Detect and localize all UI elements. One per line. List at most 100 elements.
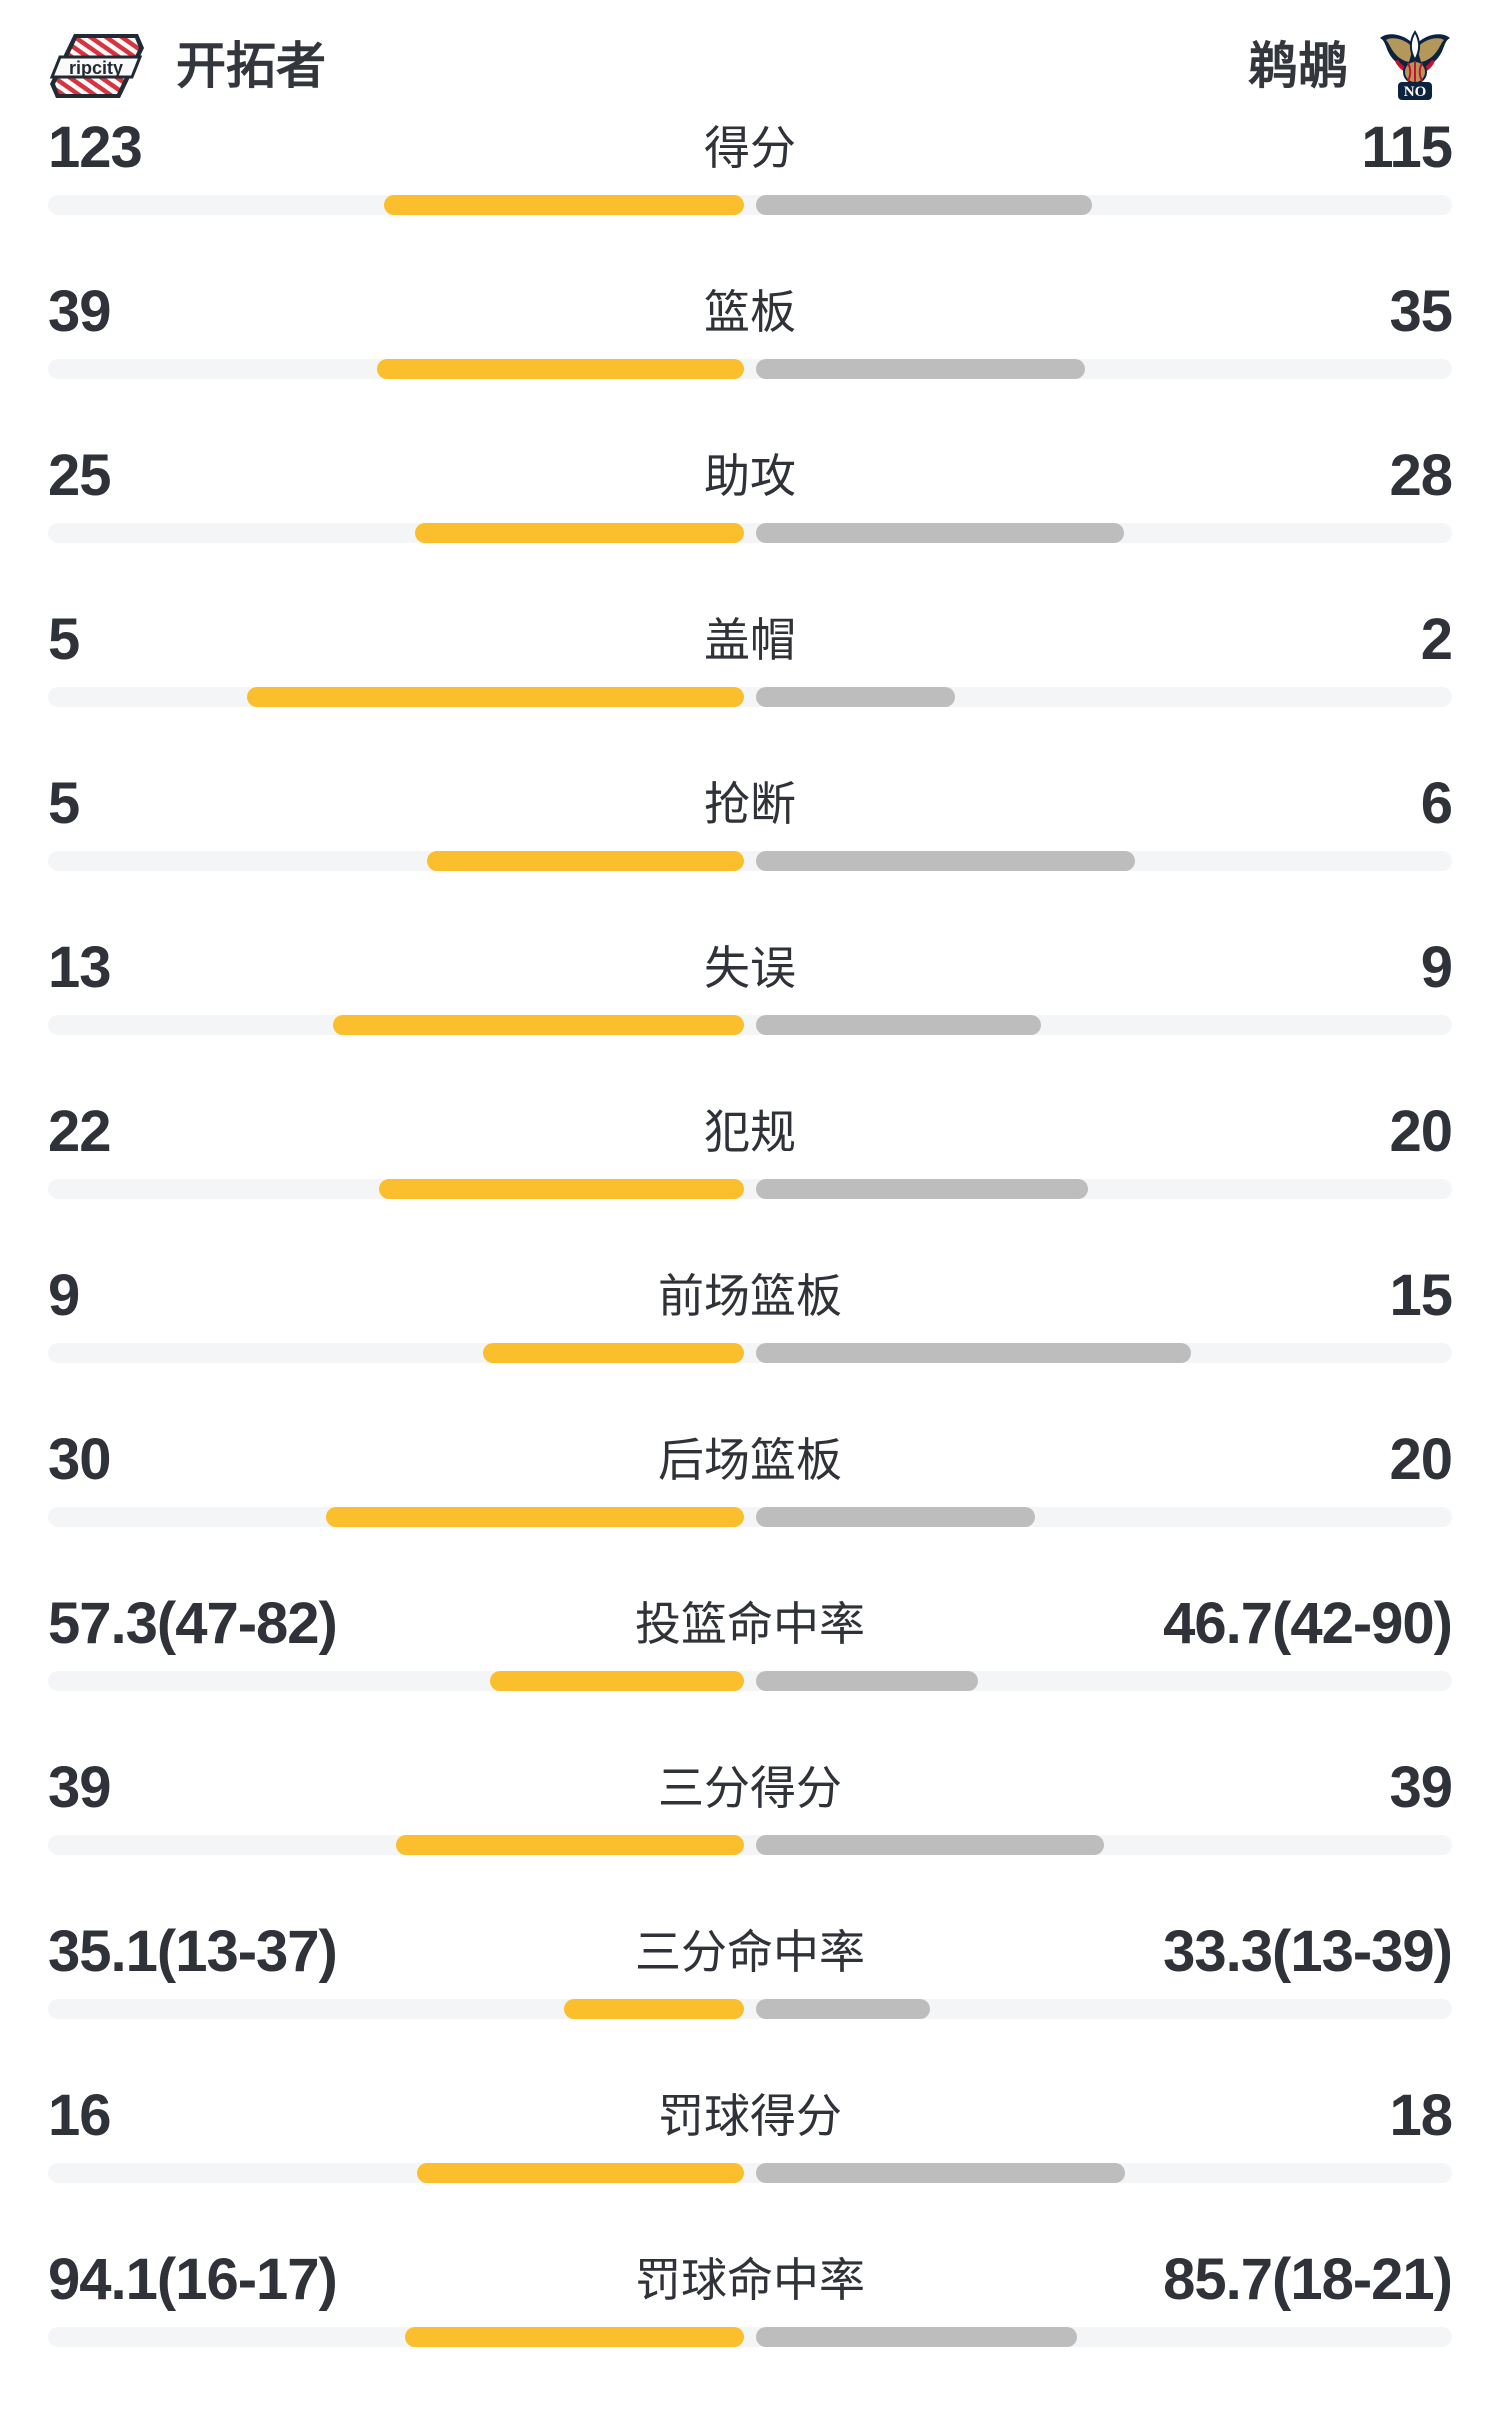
stat-label: 犯规	[704, 1106, 796, 1158]
stat-bar-right	[756, 1835, 1105, 1855]
stat-bar-right	[756, 1343, 1192, 1363]
stat-row-values: 5 盖帽 2	[48, 607, 1453, 672]
team-left: ripcity 开拓者	[48, 32, 326, 100]
stat-row-values: 94.1(16-17) 罚球命中率 85.7(18-21)	[48, 2247, 1453, 2312]
stat-bar-right	[756, 359, 1086, 379]
stat-bar-right	[756, 2327, 1077, 2347]
stat-row-values: 57.3(47-82) 投篮命中率 46.7(42-90)	[48, 1591, 1453, 1656]
stat-bar-track	[48, 687, 1452, 707]
stat-row: 57.3(47-82) 投篮命中率 46.7(42-90)	[48, 1591, 1453, 1758]
stat-value-right: 115	[1361, 115, 1453, 180]
stat-value-left: 35.1(13-37)	[48, 1919, 338, 1984]
stat-row: 30 后场篮板 20	[48, 1427, 1453, 1594]
stat-bar-left	[332, 1015, 744, 1035]
stat-bar-right	[756, 1671, 978, 1691]
stat-value-left: 94.1(16-17)	[48, 2247, 338, 2312]
stat-bar-track	[48, 1015, 1452, 1035]
stat-row-values: 30 后场篮板 20	[48, 1427, 1453, 1492]
pelicans-logo: NO	[1380, 30, 1450, 100]
stat-value-right: 6	[1420, 771, 1453, 836]
stat-label: 三分命中率	[635, 1926, 865, 1978]
stat-bar-track	[48, 1671, 1452, 1691]
stat-bar-left	[379, 1179, 744, 1199]
stat-bar-left	[246, 687, 744, 707]
stat-label: 抢断	[704, 778, 796, 830]
stat-bar-left	[326, 1507, 744, 1527]
stat-row-values: 123 得分 115	[48, 115, 1453, 180]
stat-bar-right	[756, 523, 1124, 543]
stat-value-left: 9	[48, 1263, 80, 1328]
stat-row-values: 5 抢断 6	[48, 771, 1453, 836]
stat-row: 25 助攻 28	[48, 443, 1453, 610]
stat-row: 9 前场篮板 15	[48, 1263, 1453, 1430]
stat-bar-track	[48, 359, 1452, 379]
stat-row: 123 得分 115	[48, 115, 1453, 282]
stat-value-left: 5	[48, 771, 80, 836]
stat-bar-track	[48, 1343, 1452, 1363]
stat-value-right: 18	[1389, 2083, 1453, 2148]
stat-value-right: 28	[1389, 443, 1453, 508]
stat-label: 失误	[704, 942, 796, 994]
stat-label: 前场篮板	[658, 1270, 842, 1322]
stat-value-left: 5	[48, 607, 80, 672]
stat-row: 5 抢断 6	[48, 771, 1453, 938]
trail-blazers-logo: ripcity	[49, 34, 144, 98]
stat-value-right: 39	[1389, 1755, 1453, 1820]
stat-row-values: 35.1(13-37) 三分命中率 33.3(13-39)	[48, 1919, 1453, 1984]
stat-row-values: 22 犯规 20	[48, 1099, 1453, 1164]
stat-value-right: 20	[1389, 1427, 1453, 1492]
stat-value-left: 22	[48, 1099, 112, 1164]
stat-bar-track	[48, 523, 1452, 543]
stat-bar-left	[427, 851, 744, 871]
stat-label: 得分	[704, 122, 796, 174]
stat-bar-left	[404, 2327, 744, 2347]
stat-row-values: 25 助攻 28	[48, 443, 1453, 508]
stat-bar-right	[756, 851, 1136, 871]
team-left-name: 开拓者	[176, 38, 326, 94]
stat-row: 16 罚球得分 18	[48, 2083, 1453, 2250]
stat-label: 三分得分	[658, 1762, 842, 1814]
stat-bar-left	[482, 1343, 744, 1363]
stat-bar-left	[415, 523, 744, 543]
stat-row-values: 39 三分得分 39	[48, 1755, 1453, 1820]
stat-bar-left	[383, 195, 744, 215]
blazers-logo-text: ripcity	[69, 58, 123, 78]
stat-bar-right	[756, 1507, 1035, 1527]
stat-value-left: 30	[48, 1427, 112, 1492]
stat-value-left: 16	[48, 2083, 112, 2148]
team-right: 鹈鹕 NO	[1248, 30, 1452, 102]
stat-label: 助攻	[704, 450, 796, 502]
stat-value-right: 20	[1389, 1099, 1453, 1164]
stat-value-left: 57.3(47-82)	[48, 1591, 338, 1656]
stat-bar-track	[48, 1179, 1452, 1199]
stat-value-left: 25	[48, 443, 112, 508]
stat-value-right: 46.7(42-90)	[1163, 1591, 1453, 1656]
stat-row: 35.1(13-37) 三分命中率 33.3(13-39)	[48, 1919, 1453, 2086]
pelicans-logo-text: NO	[1404, 84, 1427, 100]
stat-bar-right	[756, 1999, 931, 2019]
stat-row-values: 9 前场篮板 15	[48, 1263, 1453, 1328]
stat-bar-right	[756, 2163, 1125, 2183]
stat-bar-track	[48, 851, 1452, 871]
stat-value-right: 15	[1389, 1263, 1453, 1328]
stat-value-left: 39	[48, 1755, 112, 1820]
stat-value-left: 13	[48, 935, 112, 1000]
stat-label: 投篮命中率	[635, 1598, 865, 1650]
stat-row: 13 失误 9	[48, 935, 1453, 1102]
stat-bar-track	[48, 195, 1452, 215]
stat-label: 盖帽	[704, 614, 796, 666]
stat-bar-left	[377, 359, 744, 379]
stat-row: 39 篮板 35	[48, 279, 1453, 446]
stat-row: 5 盖帽 2	[48, 607, 1453, 774]
stat-bar-right	[756, 1179, 1088, 1199]
stat-bar-track	[48, 1507, 1452, 1527]
stat-value-right: 33.3(13-39)	[1163, 1919, 1453, 1984]
stat-value-left: 39	[48, 279, 112, 344]
stat-value-right: 9	[1420, 935, 1453, 1000]
stat-value-right: 2	[1420, 607, 1453, 672]
stat-row-values: 39 篮板 35	[48, 279, 1453, 344]
team-right-name: 鹈鹕	[1248, 38, 1348, 94]
stat-bar-left	[395, 1835, 744, 1855]
stat-bar-right	[756, 195, 1093, 215]
stat-row-values: 16 罚球得分 18	[48, 2083, 1453, 2148]
